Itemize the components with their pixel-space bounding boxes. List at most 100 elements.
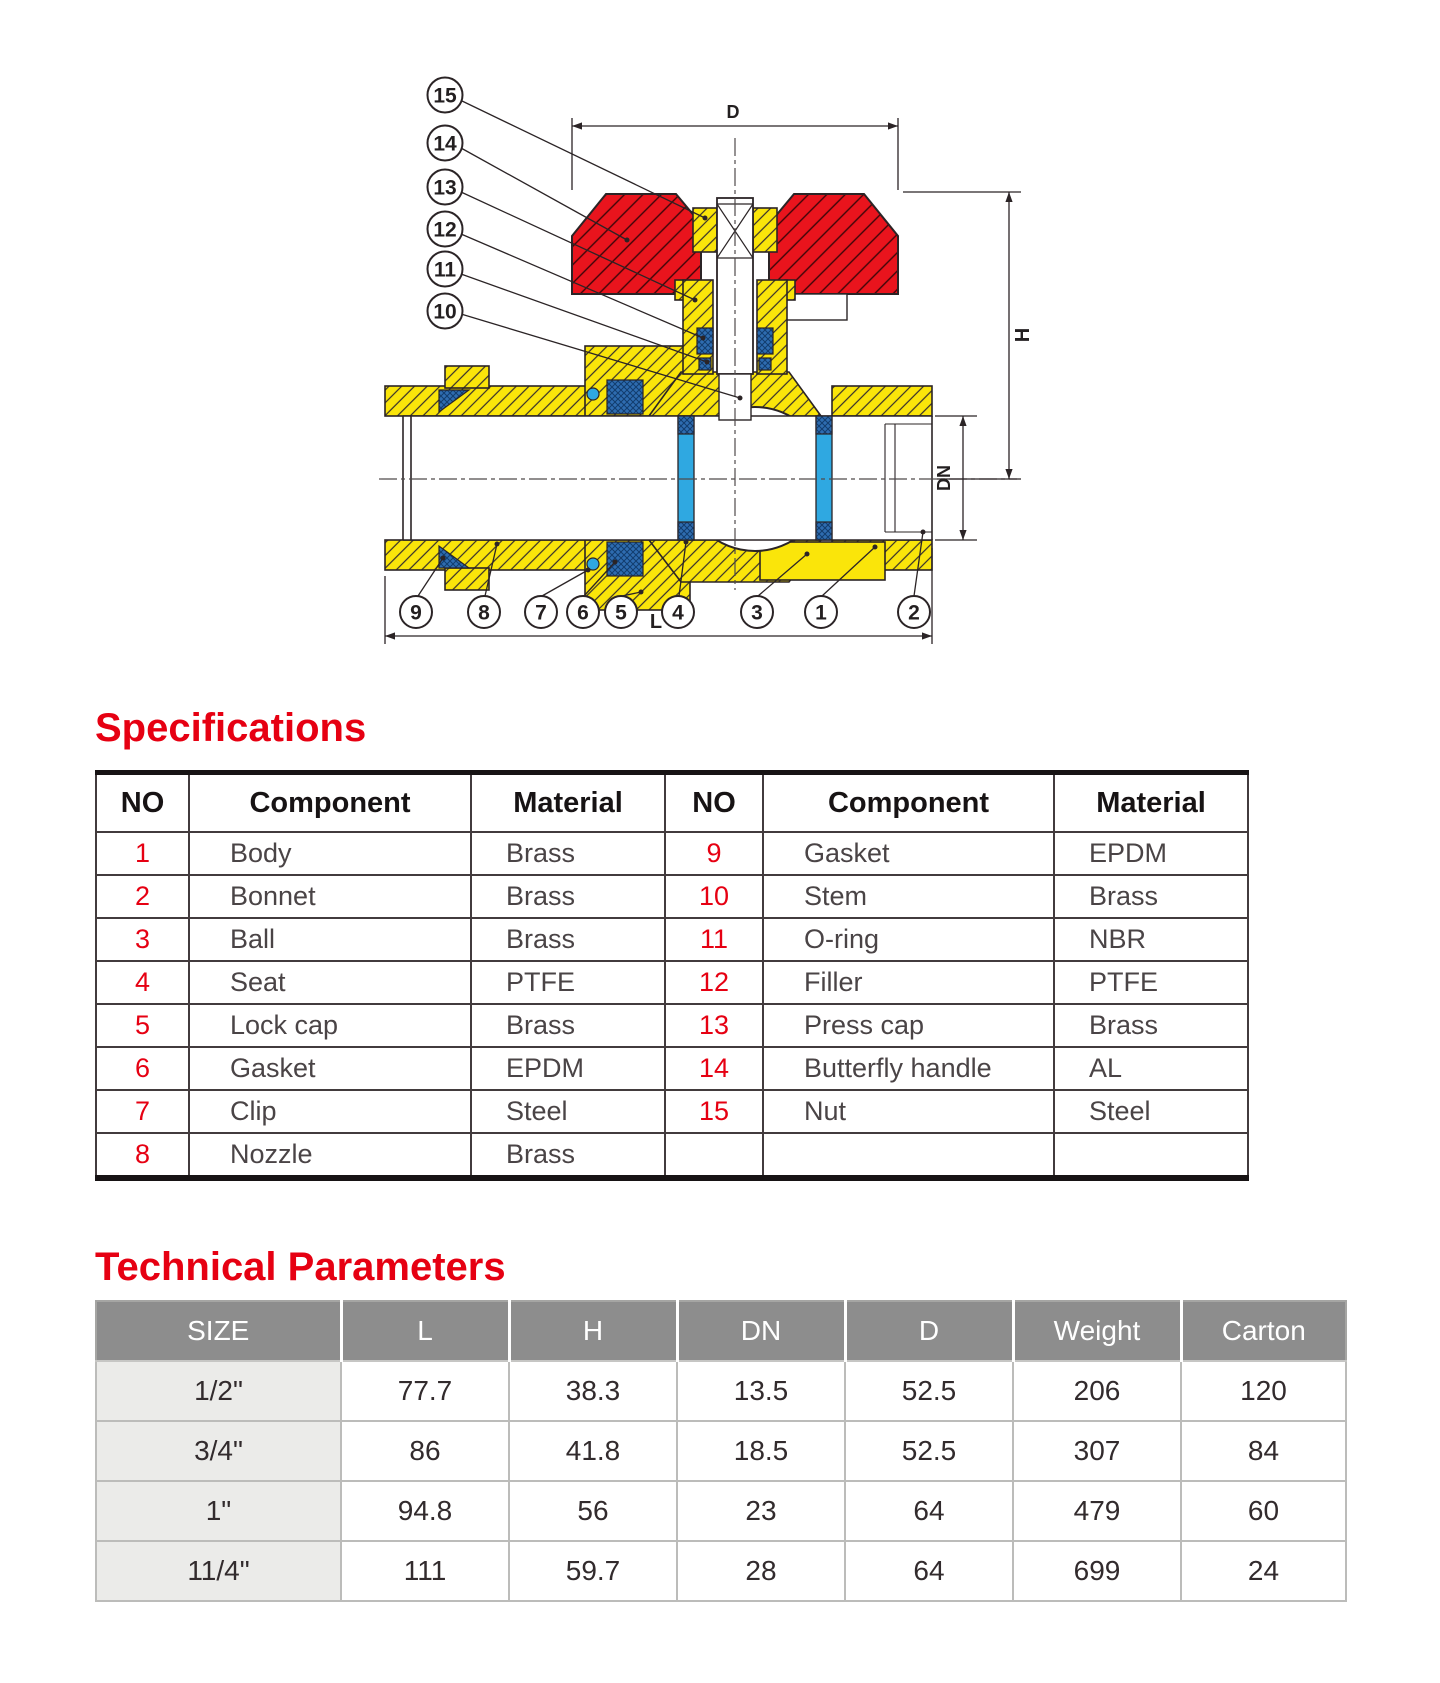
table-row: 7 Clip Steel 15 Nut Steel: [95, 1089, 1249, 1134]
spec-header-no: NO: [95, 771, 190, 833]
spec-no: 9: [664, 831, 764, 876]
spec-component: Butterfly handle: [762, 1046, 1055, 1091]
callout-12: 12: [426, 210, 464, 248]
callout-8: 8: [467, 595, 501, 629]
callout-6: 6: [566, 595, 600, 629]
spec-no: 15: [664, 1089, 764, 1134]
table-row: 11/4" 111 59.7 28 64 699 24: [95, 1540, 1347, 1602]
spec-header-material: Material: [470, 771, 666, 833]
spec-no: 4: [95, 960, 190, 1005]
spec-no: 10: [664, 874, 764, 919]
tech-dn: 23: [676, 1480, 846, 1542]
gaskets: [438, 327, 833, 577]
specifications-table: NO Component Material NO Component Mater…: [95, 770, 1249, 1181]
spec-no: 13: [664, 1003, 764, 1048]
nozzle-collar-bottom: [444, 567, 490, 591]
callout-3: 3: [740, 595, 774, 629]
nozzle-gasket-bottom: [438, 544, 471, 569]
filler: [696, 327, 714, 355]
spec-component: O-ring: [762, 917, 1055, 962]
table-row: 4 Seat PTFE 12 Filler PTFE: [95, 960, 1249, 1005]
svg-text:2: 2: [908, 602, 920, 625]
svg-text:1: 1: [815, 602, 827, 625]
spec-component: Gasket: [762, 831, 1055, 876]
tech-weight: 206: [1012, 1360, 1182, 1422]
tech-l: 86: [340, 1420, 510, 1482]
valve-cross-section-diagram: 15 14 13 12 11 10 9: [379, 76, 1034, 644]
tech-header-d: D: [845, 1301, 1015, 1362]
spec-component: Seat: [188, 960, 472, 1005]
callout-1: 1: [804, 595, 838, 629]
spec-no: 12: [664, 960, 764, 1005]
bore: [402, 415, 933, 541]
tech-carton: 84: [1180, 1420, 1347, 1482]
tech-l: 94.8: [340, 1480, 510, 1542]
union-gasket-top: [606, 379, 644, 415]
clip-top: [586, 387, 600, 401]
spec-material: PTFE: [1053, 960, 1249, 1005]
stem-nut: [692, 207, 718, 253]
svg-text:12: 12: [433, 219, 456, 242]
tech-size: 11/4": [95, 1540, 342, 1602]
tech-size: 1/2": [95, 1360, 342, 1422]
spec-no: 2: [95, 874, 190, 919]
tech-l: 111: [340, 1540, 510, 1602]
nozzle-gasket-top: [438, 389, 471, 414]
svg-text:4: 4: [672, 602, 684, 625]
table-row: 2 Bonnet Brass 10 Stem Brass: [95, 874, 1249, 919]
spec-component: Gasket: [188, 1046, 472, 1091]
table-row: 5 Lock cap Brass 13 Press cap Brass: [95, 1003, 1249, 1048]
tech-h: 56: [508, 1480, 678, 1542]
spec-no: 14: [664, 1046, 764, 1091]
callout-10: 10: [426, 292, 464, 330]
spec-no: 11: [664, 917, 764, 962]
spec-material: Brass: [470, 1003, 666, 1048]
tech-d: 64: [844, 1540, 1014, 1602]
table-row: 8 Nozzle Brass: [95, 1132, 1249, 1179]
spec-material: Brass: [1053, 874, 1249, 919]
callout-15: 15: [426, 76, 464, 114]
table-row: 6 Gasket EPDM 14 Butterfly handle AL: [95, 1046, 1249, 1091]
callout-balloons-top: 15 14 13 12 11 10: [426, 76, 464, 330]
spec-component: Clip: [188, 1089, 472, 1134]
spec-material: NBR: [1053, 917, 1249, 962]
spec-no: 1: [95, 831, 190, 876]
callout-4: 4: [661, 595, 695, 629]
technical-parameters-heading: Technical Parameters: [95, 1245, 506, 1289]
tech-header-h: H: [509, 1301, 679, 1362]
ball-section-block: [759, 541, 886, 581]
tech-weight: 699: [1012, 1540, 1182, 1602]
tech-carton: 60: [1180, 1480, 1347, 1542]
spec-component: Press cap: [762, 1003, 1055, 1048]
spec-material: Brass: [470, 917, 666, 962]
spec-no: 5: [95, 1003, 190, 1048]
tech-carton: 120: [1180, 1360, 1347, 1422]
tech-size: 3/4": [95, 1420, 342, 1482]
tech-d: 52.5: [844, 1420, 1014, 1482]
spec-material: Brass: [470, 831, 666, 876]
nozzle-collar-top: [444, 365, 490, 389]
svg-text:13: 13: [433, 177, 456, 200]
union-gasket-bottom: [606, 541, 644, 577]
spec-material: PTFE: [470, 960, 666, 1005]
dim-label-l: L: [650, 611, 662, 633]
table-row: 1" 94.8 56 23 64 479 60: [95, 1480, 1347, 1542]
dim-label-dn: DN: [934, 465, 954, 491]
spec-material: Brass: [470, 874, 666, 919]
callout-2: 2: [897, 595, 931, 629]
spec-material: AL: [1053, 1046, 1249, 1091]
svg-text:8: 8: [478, 602, 490, 625]
spec-no: 6: [95, 1046, 190, 1091]
tech-d: 64: [844, 1480, 1014, 1542]
tech-header-size: SIZE: [96, 1301, 343, 1362]
spec-component: Lock cap: [188, 1003, 472, 1048]
specifications-heading: Specifications: [95, 706, 367, 750]
spec-component: Nut: [762, 1089, 1055, 1134]
tech-header-row: SIZE L H DN D Weight Carton: [96, 1301, 1346, 1362]
spec-material: Brass: [1053, 1003, 1249, 1048]
table-row: 1 Body Brass 9 Gasket EPDM: [95, 831, 1249, 876]
technical-parameters-table: SIZE L H DN D Weight Carton 1/2" 77.7 38…: [95, 1300, 1347, 1602]
spec-component: Bonnet: [188, 874, 472, 919]
spec-no: 8: [95, 1132, 190, 1179]
